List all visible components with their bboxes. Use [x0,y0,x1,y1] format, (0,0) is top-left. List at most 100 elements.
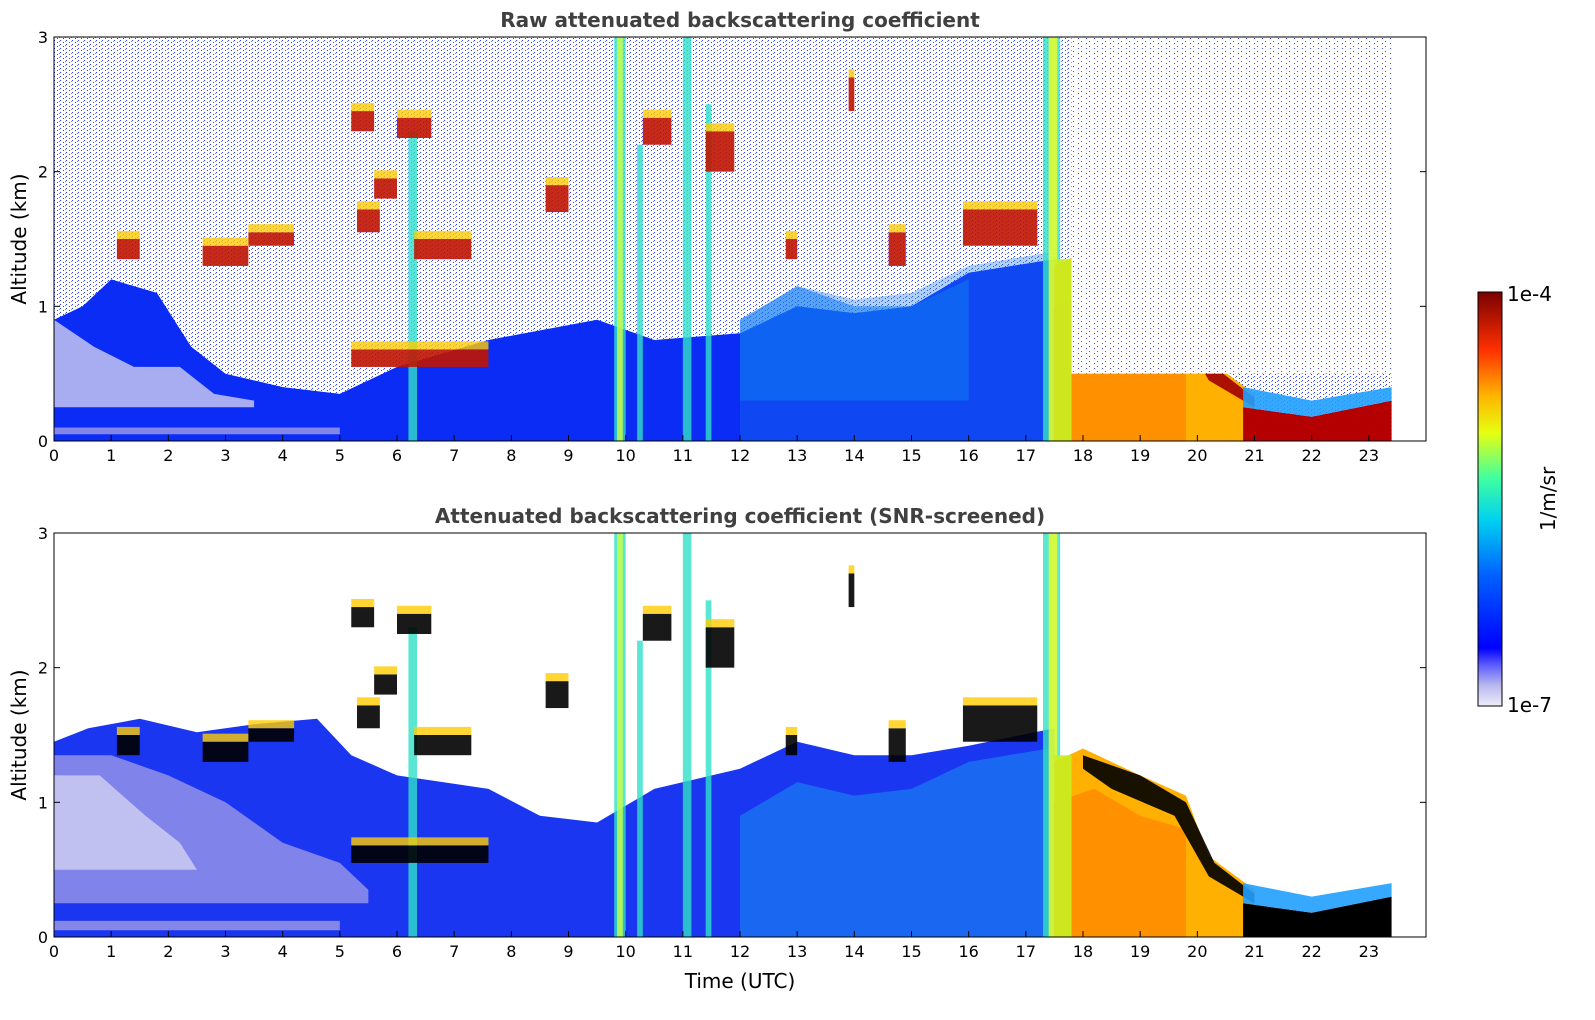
cloud-layer [356,705,380,729]
x-axis-label: Time (UTC) [684,969,796,993]
cloud-layer-edge [248,224,295,233]
cloud-layer [116,239,140,260]
cloud-layer-edge [705,123,735,132]
precipitation-streak [705,600,712,937]
x-tick-label: 5 [335,446,345,465]
cloud-layer-edge [545,673,569,682]
precipitation-streak [682,37,692,441]
panel-screened: Attenuated backscattering coefficient (S… [7,504,1427,993]
precipitation-streak [682,533,692,937]
x-tick-label: 20 [1187,942,1207,961]
cloud-layer-edge [705,619,735,628]
precipitation-streak [637,144,643,441]
cloud-layer [705,627,735,668]
cloud-layer [374,178,397,199]
x-tick-label: 22 [1301,942,1321,961]
y-axis-screened: 0 1 2 3 [38,524,1426,947]
cloud-layer [374,674,397,695]
x-tick-label: 10 [615,942,635,961]
y-axis-label-raw: Altitude (km) [7,173,31,304]
y-tick-label: 3 [38,524,48,543]
cloud-layer-edge [356,201,380,210]
boundary-layer-edge [1054,755,1072,937]
heatmap-screened [54,533,1426,937]
cloud-layer [351,349,489,367]
weak-signal-region [54,319,255,408]
x-tick-label: 22 [1301,446,1321,465]
x-tick-label: 1 [106,942,116,961]
x-tick-label: 0 [49,446,59,465]
y-tick-label: 3 [38,28,48,47]
x-tick-label: 14 [844,942,864,961]
cloud-layer [397,613,432,634]
cloud-layer [397,117,432,138]
x-tick-label: 9 [563,446,573,465]
cloud-layer [848,77,855,112]
boundary-layer-strong [1054,788,1186,937]
cloud-layer [116,735,140,756]
cloud-layer [962,209,1038,246]
cloud-layer [785,735,798,756]
cloud-layer-edge [351,598,375,608]
x-tick-label: 8 [506,446,516,465]
aerosol-layer [740,279,969,401]
colorbar-max-label: 1e-4 [1507,282,1552,306]
y-tick-label: 0 [38,432,48,451]
cloud-layer [414,239,472,260]
x-tick-label: 18 [1073,446,1093,465]
cloud-layer [642,117,672,145]
low-cloud-edge [1243,387,1392,417]
cloud-layer [545,185,569,213]
cloud-layer [356,209,380,233]
no-data-region [1391,533,1426,937]
cloud-layer [351,111,375,132]
low-cloud [1243,896,1392,937]
x-tick-label: 13 [787,942,807,961]
y-tick-label: 2 [38,659,48,678]
x-tick-label: 16 [958,942,978,961]
surface-layer [54,427,340,435]
cloud-layer [414,735,472,756]
noise-region [1071,37,1392,374]
cloud-layer [202,741,249,762]
y-axis-raw: 0 1 2 3 [38,28,1426,451]
x-tick-label: 7 [449,446,459,465]
cloud-layer-edge [397,605,432,614]
cloud-layer [642,613,672,641]
low-cloud [1243,400,1392,441]
cloud-layer-edge [202,733,249,742]
cloud-layer-edge [374,666,397,675]
no-data-region [1391,37,1426,441]
cloud-layer-edge [962,697,1038,706]
x-tick-label: 10 [615,446,635,465]
heatmap-raw [54,37,1426,441]
x-tick-label: 21 [1244,446,1264,465]
x-tick-label: 19 [1130,446,1150,465]
cloud-layer-edge [248,720,295,729]
precipitation-streak [408,131,418,441]
x-tick-label: 4 [278,942,288,961]
cloud-layer [785,239,798,260]
x-tick-label: 12 [730,446,750,465]
precipitation-streak [705,104,712,441]
x-tick-label: 0 [49,942,59,961]
cloud-layer-edge [962,201,1038,210]
cloud-layer-edge [848,69,855,78]
cloud-layer-edge [545,177,569,186]
cloud-layer [351,845,489,863]
cloud-layer [545,681,569,709]
x-tick-label: 9 [563,942,573,961]
cloud-layer-edge [351,341,489,350]
colorbar-min-label: 1e-7 [1507,693,1552,717]
x-tick-label: 17 [1016,446,1036,465]
cloud-layer-edge [374,170,397,179]
cloud-layer-edge [351,837,489,846]
cloud-layer-edge [785,726,798,735]
cloud-layer [202,245,249,266]
precipitation-streak [1048,37,1058,441]
aerosol-layer [740,252,1049,441]
x-tick-label: 11 [673,446,693,465]
x-tick-label: 18 [1073,942,1093,961]
x-tick-label: 2 [163,942,173,961]
cloud-layer-edge [888,224,906,233]
